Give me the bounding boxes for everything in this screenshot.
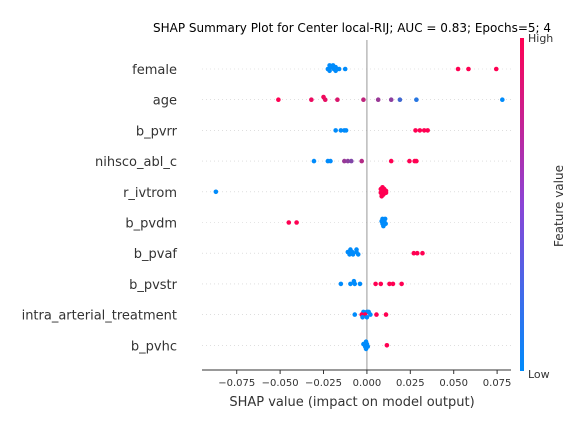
shap-point (421, 128, 427, 133)
shap-point (374, 312, 379, 317)
shap-point (378, 281, 384, 287)
shap-point (411, 250, 417, 256)
x-axis-label: SHAP value (impact on model output) (229, 395, 474, 410)
shap-point (335, 97, 340, 102)
shap-point (379, 194, 384, 199)
x-axis-ticks: −0.075 −0.050 −0.025 0.000 0.025 0.050 0.075 (218, 370, 511, 389)
shap-point (276, 97, 281, 102)
x-tick-label: 0.075 (483, 378, 512, 389)
shap-point (388, 158, 394, 164)
feature-label: nihsco_abl_c (95, 155, 177, 170)
shap-point (420, 250, 425, 256)
shap-point (500, 97, 505, 102)
shap-point (336, 66, 342, 72)
x-tick-label: −0.025 (305, 378, 342, 389)
feature-label: r_ivtrom (123, 186, 177, 201)
feature-label: intra_arterial_treatment (22, 309, 177, 324)
shap-point (381, 223, 386, 229)
shap-point (338, 281, 344, 287)
colorbar-high-label: High (528, 32, 553, 45)
colorbar-low-label: Low (528, 368, 550, 381)
shap-point (213, 189, 219, 195)
x-tick-label: 0.000 (353, 378, 382, 389)
shap-point (343, 128, 349, 133)
shap-point (286, 220, 292, 225)
shap-point (355, 252, 361, 257)
shap-point (352, 281, 358, 287)
shap-point (359, 158, 365, 164)
shap-point (357, 281, 363, 287)
shap-points (213, 63, 505, 352)
shap-point (375, 97, 381, 102)
colorbar (520, 38, 524, 371)
feature-label: age (153, 94, 177, 109)
shap-point (348, 281, 353, 287)
colorbar-label: Feature value (552, 165, 566, 247)
feature-label: b_pvhc (131, 339, 177, 354)
shap-point (338, 128, 344, 133)
shap-point (397, 97, 403, 102)
shap-point (414, 97, 419, 102)
shap-point (333, 68, 338, 74)
shap-point (413, 128, 418, 133)
shap-point (368, 312, 373, 317)
shap-point (350, 252, 356, 257)
shap-point (388, 97, 394, 102)
shap-point (493, 66, 499, 72)
feature-rows: female age b_pvrr nihsco_abl_c r_ivtrom b_pvd… (22, 63, 511, 354)
feature-label: female (132, 63, 177, 78)
shap-point (311, 158, 317, 164)
feature-label: b_pvstr (129, 278, 178, 293)
shap-point (347, 252, 352, 257)
shap-point (364, 315, 370, 320)
shap-point (333, 128, 338, 133)
shap-point (455, 66, 461, 72)
x-tick-label: −0.050 (262, 378, 299, 389)
feature-label: b_pvdm (125, 217, 177, 232)
x-tick-label: 0.025 (396, 378, 425, 389)
shap-point (345, 158, 351, 164)
shap-point (414, 158, 419, 164)
shap-point (360, 315, 365, 320)
shap-point (363, 346, 369, 352)
shap-point (328, 158, 333, 164)
chart-title: SHAP Summary Plot for Center local-RIJ; … (153, 21, 551, 35)
shap-point (342, 158, 347, 164)
shap-point (384, 343, 390, 348)
shap-point (361, 97, 366, 102)
feature-label: b_pvrr (136, 124, 178, 139)
shap-point (294, 220, 299, 225)
shap-point (373, 281, 378, 287)
shap-point (399, 281, 404, 287)
x-tick-label: −0.075 (218, 378, 255, 389)
shap-point (425, 128, 430, 133)
shap-point (383, 312, 389, 317)
feature-label: b_pvaf (134, 247, 178, 262)
x-tick-label: 0.050 (439, 378, 468, 389)
shap-point (309, 97, 314, 102)
shap-point (390, 281, 396, 287)
shap-point (387, 281, 392, 287)
shap-point (322, 97, 328, 102)
shap-point (327, 68, 332, 74)
shap-point (414, 250, 420, 256)
shap-point (352, 312, 358, 317)
shap-point (348, 158, 354, 164)
shap-point (466, 66, 471, 72)
shap-point (407, 158, 412, 164)
shap-point (417, 128, 423, 133)
shap-point (342, 66, 348, 72)
